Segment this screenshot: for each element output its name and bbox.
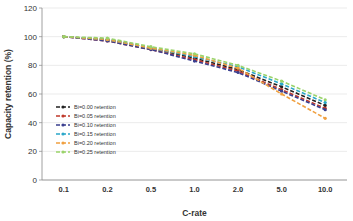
x-axis-title: C-rate (182, 208, 207, 218)
series-marker (62, 35, 65, 38)
y-tick-label: 0 (33, 176, 38, 185)
series-marker (62, 35, 65, 38)
series-marker (280, 85, 283, 88)
legend-swatch (56, 133, 70, 135)
series-line (64, 37, 325, 119)
plot-area (62, 35, 327, 120)
y-axis (42, 8, 43, 180)
x-tick-label: 1.0 (189, 185, 199, 194)
legend-swatch (56, 124, 70, 126)
series-marker (236, 64, 239, 67)
series-line (64, 37, 325, 100)
series-marker (62, 35, 65, 38)
series-marker (324, 108, 327, 111)
x-tick-label: 10.0 (318, 185, 333, 194)
series-marker (236, 71, 239, 74)
series-line (64, 37, 325, 110)
legend-label: Bi=0.00 retention (74, 104, 116, 110)
chart: 0 20 40 60 80 100 120 0.1 0.2 0.5 1.0 2.0 5.0 10.0 C-r… (0, 0, 353, 221)
series-marker (280, 80, 283, 83)
series-line (64, 37, 325, 109)
y-tick-label: 60 (28, 90, 37, 99)
legend-marker (61, 114, 64, 117)
legend-swatch (56, 142, 70, 144)
series-marker (149, 45, 152, 48)
series-marker (62, 35, 65, 38)
x-tick-label: 0.5 (146, 185, 156, 194)
x-axis (42, 180, 347, 181)
series-marker (280, 90, 283, 93)
x-tick-label: 2.0 (233, 185, 243, 194)
legend-label: Bi=0.10 retention (74, 122, 116, 128)
legend-swatch (56, 115, 70, 117)
series-marker (236, 67, 239, 70)
series-line (64, 37, 325, 106)
legend-label: Bi=0.25 retention (74, 149, 116, 155)
grid-line (42, 65, 347, 66)
x-tick-label: 0.2 (102, 185, 112, 194)
series-marker (106, 37, 109, 40)
grid-line (42, 8, 347, 9)
grid-line (42, 94, 347, 95)
series-marker (324, 98, 327, 101)
x-tick-label: 0.1 (59, 185, 69, 194)
series-marker (62, 35, 65, 38)
y-tick (39, 151, 42, 152)
y-tick (39, 180, 42, 181)
legend-marker (61, 141, 64, 144)
y-tick (39, 122, 42, 123)
y-tick-label: 40 (28, 119, 37, 128)
legend-swatch (56, 106, 70, 108)
series-marker (324, 101, 327, 104)
y-tick-label: 120 (24, 4, 38, 13)
series-marker (193, 52, 196, 55)
x-tick-label: 5.0 (276, 185, 286, 194)
y-axis-title: Capacity retention (%) (3, 49, 13, 139)
series-marker (280, 92, 283, 95)
legend-marker (61, 105, 64, 108)
y-tick (39, 8, 42, 9)
legend-label: Bi=0.05 retention (74, 113, 116, 119)
legend: Bi=0.00 retention Bi=0.05 retention Bi=0.1… (56, 104, 116, 155)
y-tick-label: 80 (28, 61, 37, 70)
grid-line (42, 36, 347, 37)
series-marker (324, 117, 327, 120)
legend-label: Bi=0.15 retention (74, 131, 116, 137)
series-marker (280, 82, 283, 85)
y-tick (39, 36, 42, 37)
series-marker (62, 35, 65, 38)
legend-marker (61, 132, 64, 135)
legend-marker (61, 150, 64, 153)
y-tick-label: 20 (28, 147, 37, 156)
series-line (64, 37, 325, 103)
y-tick (39, 65, 42, 66)
grid-line (42, 180, 347, 181)
legend-swatch (56, 151, 70, 153)
series-marker (193, 59, 196, 62)
legend-marker (61, 123, 64, 126)
series-marker (324, 104, 327, 107)
y-tick (39, 94, 42, 95)
legend-label: Bi=0.20 retention (74, 140, 116, 146)
y-tick-label: 100 (24, 33, 38, 42)
